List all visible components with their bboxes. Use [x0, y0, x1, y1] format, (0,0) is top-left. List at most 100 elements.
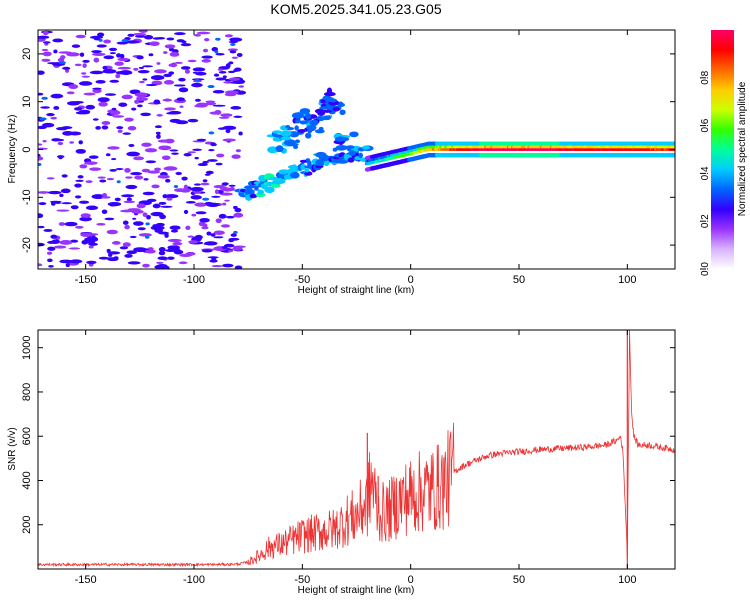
spectrogram-cell [187, 151, 197, 154]
spectrogram-cell [103, 39, 112, 44]
spectrogram-cell [361, 145, 370, 150]
spectrogram-cell [59, 259, 73, 264]
spectrogram-cell [305, 158, 311, 162]
spectrogram-cell [213, 236, 224, 239]
spectrogram-cell [178, 77, 186, 82]
spectrogram-cell [57, 57, 65, 63]
spectrogram-cell [218, 116, 230, 119]
spectrogram-cell [38, 143, 43, 146]
colorbar [711, 30, 734, 269]
spectrogram-cell [59, 240, 73, 245]
spectrogram-cell [228, 238, 234, 243]
spectrogram-cell [171, 152, 179, 155]
spectrogram-cell [153, 99, 161, 105]
x-tick-label: -50 [294, 574, 310, 586]
spectrogram-cell [169, 149, 179, 152]
spectrogram-cell [75, 179, 84, 182]
colorbar-tick-label: 0.4 [700, 166, 711, 180]
spectrogram-cell [267, 146, 279, 154]
spectrogram-cell [101, 121, 111, 126]
spectrogram-cell [61, 126, 73, 130]
spectrogram-cell [216, 153, 225, 158]
spectrogram-cell [166, 197, 173, 201]
spectrogram-cell [154, 167, 162, 172]
spectrogram-cell [119, 246, 129, 250]
spectrogram-cell [71, 44, 81, 48]
spectrogram-cell [187, 59, 197, 63]
spectrogram-cell [138, 233, 152, 237]
y-tick-label: 600 [21, 427, 33, 445]
spectrogram-cell [106, 229, 118, 235]
spectrogram-cell [60, 188, 71, 194]
spectrogram-cell [292, 145, 299, 150]
spectrogram-cell [55, 138, 65, 142]
colorbar-tick-label: 0.2 [700, 214, 711, 228]
spectrogram-cell [158, 251, 166, 256]
spectrogram-cell [191, 213, 197, 217]
spectrogram-cell [156, 62, 161, 65]
spectrogram-cell [152, 203, 161, 209]
spectrogram-cell [158, 266, 166, 269]
spectrogram-cell [166, 112, 177, 115]
spectrogram-cell [320, 99, 327, 104]
spectrogram-cell [202, 197, 210, 201]
spectrogram-cell [109, 110, 121, 115]
spectrogram-cell [290, 171, 300, 179]
spectrogram-cell [116, 126, 124, 130]
spectrogram-cell [250, 194, 258, 199]
spectrogram-cell [46, 113, 55, 117]
spectrogram-cell [145, 160, 157, 164]
spectrogram-cell [103, 55, 115, 60]
spectrogram-cell [207, 85, 215, 89]
spectrogram-cell [211, 257, 217, 261]
spectrogram-cell [144, 235, 150, 239]
spectrogram-cell [109, 79, 120, 83]
spectrogram-cell [294, 119, 301, 124]
spectrogram-cell [117, 57, 130, 62]
spectrogram-cell [174, 61, 184, 64]
spectrogram-cell [74, 107, 83, 111]
spectrogram-cell [95, 125, 101, 130]
spectrogram-cell [225, 215, 235, 219]
spectrogram-cell [116, 41, 129, 45]
spectrogram-cell [38, 213, 44, 219]
spectrogram-cell [194, 104, 203, 108]
spectrogram-cell [154, 82, 162, 85]
spectrogram-cell [180, 66, 191, 70]
spectrogram-cell [124, 224, 130, 230]
spectrogram-cell [162, 98, 173, 102]
spectrogram-cell [147, 170, 161, 174]
spectrogram-cell [102, 65, 108, 70]
spectrogram-cell [78, 81, 93, 86]
spectrogram-cell [222, 263, 234, 268]
spectrogram-cell [121, 38, 129, 42]
y-tick-label: 20 [21, 48, 33, 60]
spectrogram-cell [105, 153, 111, 157]
spectrogram-cell [208, 131, 215, 135]
spectrogram-cell [179, 105, 184, 108]
spectrogram-cell [294, 125, 299, 131]
spectrogram-cell [77, 175, 84, 179]
spectrogram-cell [236, 52, 243, 57]
spectrogram-cell [83, 92, 96, 96]
spectrogram-cell [142, 78, 148, 81]
spectrogram-cell [272, 130, 283, 134]
spectrogram-cell [88, 155, 99, 159]
spectrogram-cell [228, 40, 239, 44]
spectrogram-cell [53, 49, 58, 54]
spectrogram-cell [234, 207, 242, 213]
spectrogram-cell [294, 139, 301, 144]
spectrogram-cell [672, 145, 675, 149]
spectrogram-cell [192, 236, 197, 241]
spectrogram-cell [314, 108, 325, 114]
spectrogram-cell [168, 63, 178, 68]
spectrogram-cell [58, 222, 66, 226]
spectrogram-cell [38, 156, 44, 161]
spectrogram-xlabel: Height of straight line (km) [298, 285, 415, 296]
spectrogram-cell [80, 232, 93, 237]
spectrogram-cell [185, 251, 196, 256]
spectrogram-cell [137, 69, 150, 74]
spectrogram-cell [191, 82, 203, 88]
spectrogram-cell [323, 91, 336, 97]
